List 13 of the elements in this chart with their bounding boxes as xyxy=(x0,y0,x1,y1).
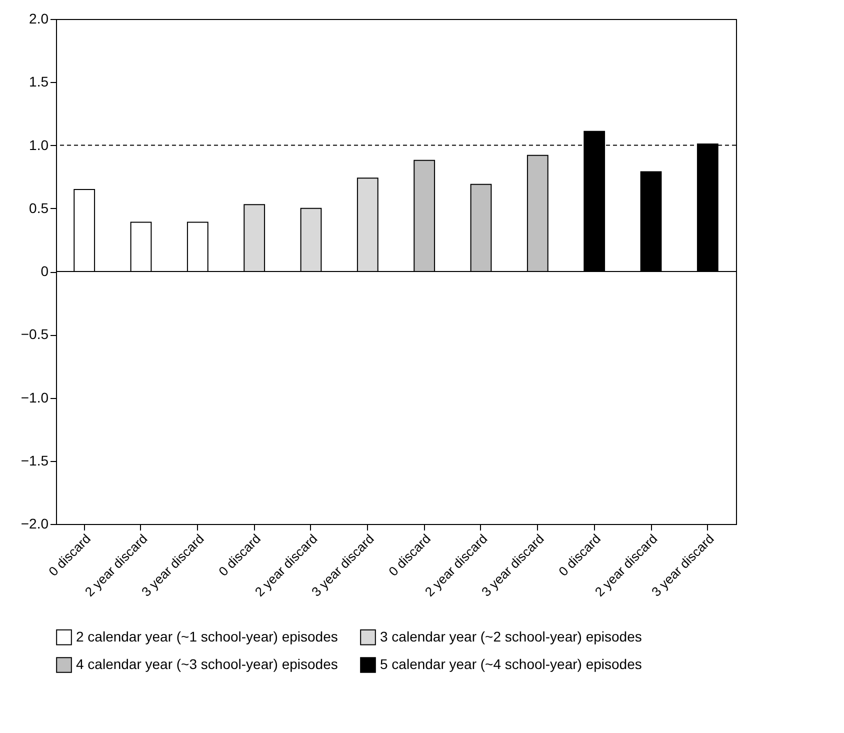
y-tick-label: −1.0 xyxy=(20,389,49,406)
y-tick-label: 1.5 xyxy=(29,74,49,90)
y-tick-label: 2.0 xyxy=(29,10,49,26)
y-tick-label: −0.5 xyxy=(20,326,49,342)
y-tick-label: 1.0 xyxy=(29,136,49,153)
y-tick-label: −1.5 xyxy=(20,452,49,468)
y-tick-label: 0 xyxy=(40,263,49,279)
y-tick-label: 0.5 xyxy=(29,200,49,216)
legend-label: 3 calendar year (~2 school-year) episodes xyxy=(380,628,642,644)
legend-label: 4 calendar year (~3 school-year) episodes xyxy=(76,656,338,672)
legend-label: 5 calendar year (~4 school-year) episodes xyxy=(380,656,642,672)
y-tick-label: −2.0 xyxy=(20,516,49,532)
legend-label: 2 calendar year (~1 school-year) episodes xyxy=(76,628,338,644)
